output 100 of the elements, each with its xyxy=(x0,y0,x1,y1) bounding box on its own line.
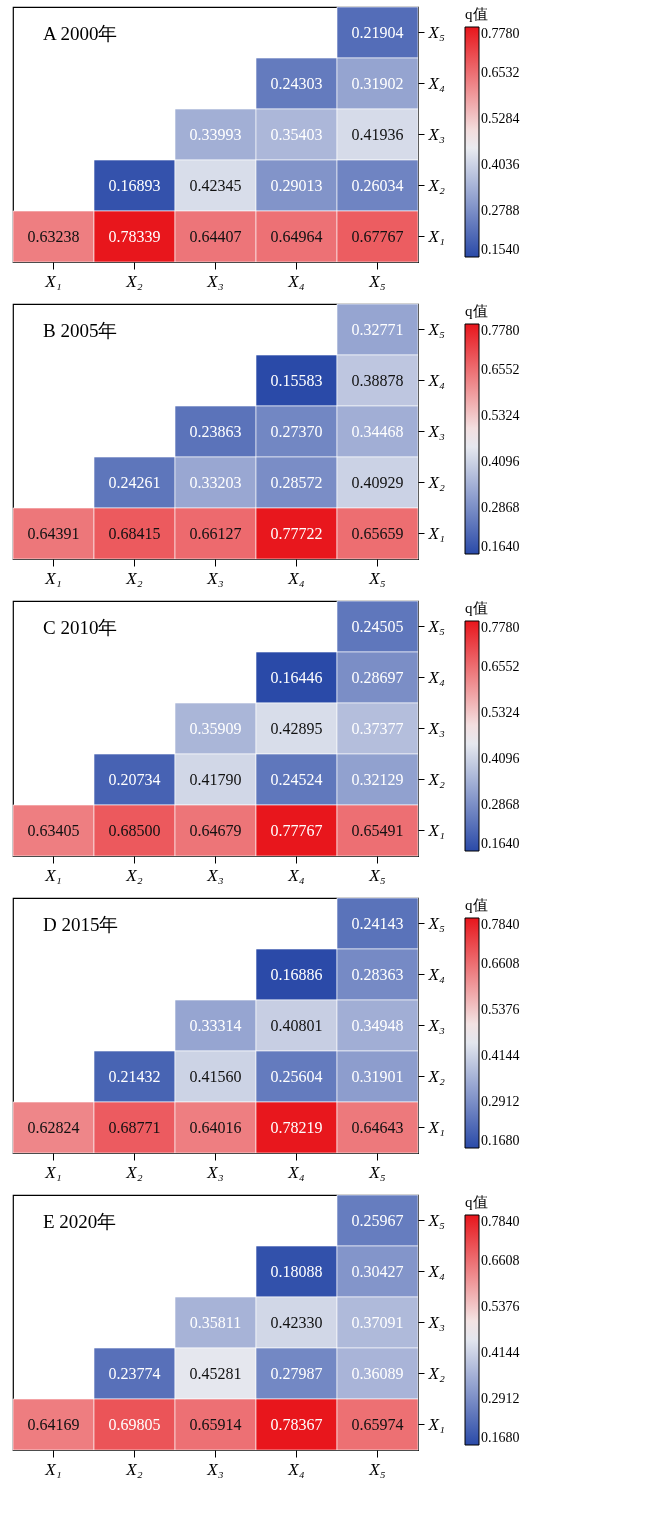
data-label: 0.66127 xyxy=(189,524,242,542)
data-label: 0.42330 xyxy=(270,1313,323,1331)
y-tick-label: X₄ xyxy=(427,370,445,390)
color-bar-label: 0.4144 xyxy=(481,1048,520,1063)
data-label: 0.32771 xyxy=(351,320,404,338)
y-tick-label: X₂ xyxy=(427,769,445,789)
y-tick-label: X₃ xyxy=(427,1015,445,1035)
data-label: 0.28572 xyxy=(270,473,323,491)
color-bar-label: 0.7780 xyxy=(481,26,520,41)
text: E 2020年 xyxy=(43,1211,117,1232)
x-tick-label: X₂ xyxy=(125,1459,143,1479)
color-bar-label: 0.2788 xyxy=(481,203,520,218)
color-bar-label: 0.4144 xyxy=(481,1345,520,1360)
data-label: 0.15583 xyxy=(270,371,323,389)
data-label: 0.37091 xyxy=(351,1313,404,1331)
data-label: 0.42895 xyxy=(270,719,323,737)
color-bar-title: q值 xyxy=(465,1194,488,1210)
data-label: 0.37377 xyxy=(351,719,404,737)
data-label: 0.64016 xyxy=(189,1118,242,1136)
data-label: 0.16446 xyxy=(270,668,323,686)
y-tick-label: X₅ xyxy=(427,1210,445,1230)
y-tick-label: X₅ xyxy=(427,22,445,42)
data-label: 0.32129 xyxy=(351,770,404,788)
y-tick-label: X₂ xyxy=(427,1363,445,1383)
color-bar-label: 0.6532 xyxy=(481,65,520,80)
y-tick-label: X₃ xyxy=(427,421,445,441)
data-label: 0.24524 xyxy=(270,770,323,788)
data-label: 0.35811 xyxy=(189,1313,242,1331)
data-label: 0.23863 xyxy=(189,422,242,440)
data-label: 0.41790 xyxy=(189,770,242,788)
data-label: 0.77767 xyxy=(270,821,323,839)
data-label: 0.63405 xyxy=(27,821,80,839)
x-tick-label: X₅ xyxy=(368,865,386,885)
x-tick-label: X₁ xyxy=(44,1162,62,1182)
color-bar-label: 0.5376 xyxy=(481,1002,520,1017)
data-label: 0.23774 xyxy=(108,1364,161,1382)
data-label: 0.78367 xyxy=(270,1415,323,1433)
data-label: 0.40929 xyxy=(351,473,404,491)
y-tick-label: X₂ xyxy=(427,1066,445,1086)
x-tick-label: X₅ xyxy=(368,1459,386,1479)
color-bar-title: q值 xyxy=(465,897,488,913)
data-label: 0.16893 xyxy=(108,176,161,194)
data-label: 0.64169 xyxy=(27,1415,80,1433)
data-label: 0.64679 xyxy=(189,821,242,839)
data-label: 0.33993 xyxy=(189,125,242,143)
data-label: 0.30427 xyxy=(351,1262,404,1280)
data-label: 0.63238 xyxy=(27,227,80,245)
y-tick-label: X₃ xyxy=(427,124,445,144)
color-bar-label: 0.1540 xyxy=(481,242,520,257)
data-label: 0.21904 xyxy=(351,23,404,41)
x-tick-label: X₃ xyxy=(206,1459,224,1479)
data-label: 0.27370 xyxy=(270,422,323,440)
data-label: 0.33314 xyxy=(189,1016,242,1034)
x-tick-label: X₄ xyxy=(287,568,305,588)
data-label: 0.20734 xyxy=(108,770,161,788)
color-bar-label: 0.7780 xyxy=(481,620,520,635)
data-label: 0.78219 xyxy=(270,1118,323,1136)
color-bar-label: 0.7840 xyxy=(481,1214,520,1229)
y-tick-label: X₄ xyxy=(427,73,445,93)
y-tick-label: X₁ xyxy=(427,1117,445,1137)
data-label: 0.34468 xyxy=(351,422,404,440)
text: A 2000年 xyxy=(43,23,118,44)
data-label: 0.21432 xyxy=(108,1067,161,1085)
y-tick-label: X₂ xyxy=(427,472,445,492)
data-label: 0.34948 xyxy=(351,1016,404,1034)
data-label: 0.65974 xyxy=(351,1415,404,1433)
x-tick-label: X₂ xyxy=(125,865,143,885)
data-label: 0.25967 xyxy=(351,1211,404,1229)
color-bar-title: q值 xyxy=(465,303,488,319)
data-label: 0.64407 xyxy=(189,227,242,245)
color-bar-label: 0.5376 xyxy=(481,1299,520,1314)
y-tick-label: X₁ xyxy=(427,523,445,543)
data-label: 0.25604 xyxy=(270,1067,323,1085)
color-bar-label: 0.2912 xyxy=(481,1094,520,1109)
color-bar-label: 0.2868 xyxy=(481,500,520,515)
data-label: 0.68415 xyxy=(108,524,161,542)
data-label: 0.35403 xyxy=(270,125,323,143)
data-label: 0.78339 xyxy=(108,227,161,245)
y-tick-label: X₁ xyxy=(427,226,445,246)
data-label: 0.65659 xyxy=(351,524,404,542)
x-tick-label: X₃ xyxy=(206,271,224,291)
data-label: 0.64643 xyxy=(351,1118,404,1136)
data-label: 0.24261 xyxy=(108,473,161,491)
data-label: 0.68771 xyxy=(108,1118,161,1136)
data-label: 0.64964 xyxy=(270,227,323,245)
data-label: 0.38878 xyxy=(351,371,404,389)
data-label: 0.64391 xyxy=(27,524,80,542)
x-tick-label: X₁ xyxy=(44,271,62,291)
x-tick-label: X₃ xyxy=(206,865,224,885)
data-label: 0.67767 xyxy=(351,227,404,245)
data-label: 0.45281 xyxy=(189,1364,242,1382)
color-bar-label: 0.1640 xyxy=(481,539,520,554)
y-tick-label: X₃ xyxy=(427,718,445,738)
y-tick-label: X₁ xyxy=(427,820,445,840)
color-bar-label: 0.6608 xyxy=(481,956,520,971)
x-tick-label: X₃ xyxy=(206,568,224,588)
x-tick-label: X₄ xyxy=(287,865,305,885)
x-tick-label: X₁ xyxy=(44,568,62,588)
color-bar-label: 0.2912 xyxy=(481,1391,520,1406)
text: D 2015年 xyxy=(43,914,119,935)
